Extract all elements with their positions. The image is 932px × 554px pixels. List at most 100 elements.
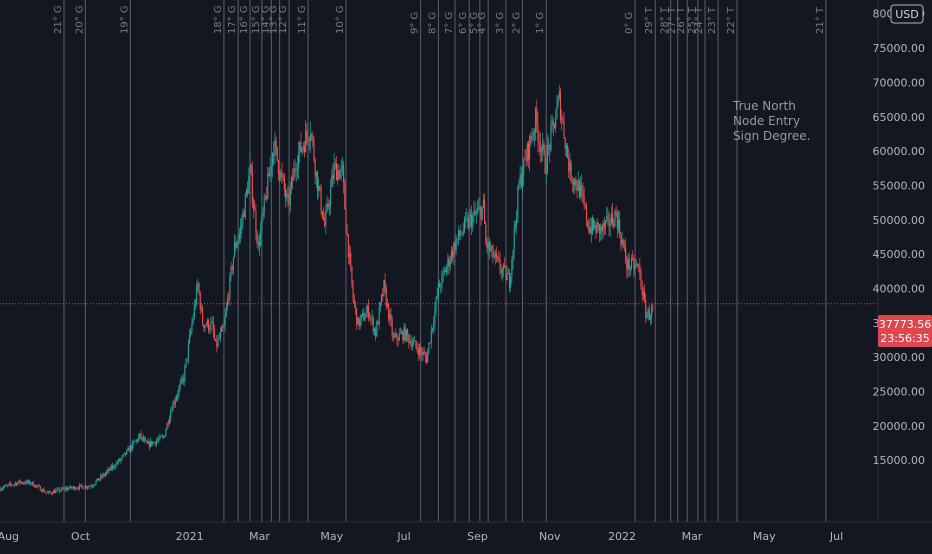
candle-body	[639, 265, 641, 274]
candle	[37, 483, 39, 489]
candle	[125, 452, 127, 457]
candle	[63, 487, 65, 490]
candle-body	[267, 173, 269, 199]
candle	[241, 214, 243, 239]
candle	[135, 438, 137, 444]
candle	[186, 357, 188, 363]
candle	[1, 486, 3, 491]
candle-body	[379, 302, 381, 308]
candle	[609, 217, 611, 237]
candle-body	[572, 182, 575, 185]
candle-body	[526, 143, 528, 162]
candle	[308, 137, 310, 151]
candle-body	[549, 145, 551, 151]
candle	[360, 314, 362, 326]
candle-body	[565, 145, 567, 149]
candle	[193, 299, 195, 320]
candle	[358, 317, 360, 330]
candle	[581, 174, 583, 202]
candle	[556, 95, 558, 120]
candle-body	[141, 437, 143, 439]
candle-body	[630, 257, 633, 268]
candle	[433, 316, 435, 335]
candle	[306, 122, 308, 146]
candle-body	[102, 474, 104, 477]
candle	[303, 140, 306, 158]
candle	[49, 489, 51, 493]
candle-body	[205, 325, 207, 326]
candle	[24, 480, 26, 485]
candle	[468, 210, 470, 232]
candle	[498, 250, 500, 263]
candle-body	[31, 481, 33, 484]
candle	[504, 257, 506, 269]
candle-body	[193, 305, 195, 318]
candle-body	[322, 217, 325, 220]
candle	[14, 481, 16, 487]
candle-body	[517, 187, 519, 219]
candle	[584, 203, 586, 209]
candle-body	[23, 483, 25, 484]
candle	[256, 230, 258, 249]
candle-body	[119, 459, 121, 461]
candle	[32, 480, 34, 487]
candle	[295, 162, 297, 183]
candle-body	[314, 160, 316, 177]
y-tick-label: 50000.00	[873, 214, 926, 227]
candle-body	[431, 327, 434, 330]
currency-button[interactable]: USD	[890, 4, 924, 24]
candle-body	[155, 440, 157, 445]
candle-body	[296, 167, 298, 170]
candle-body	[488, 242, 490, 251]
last-price-tag: 37773.56 23:56:35	[878, 315, 932, 347]
candle	[225, 302, 227, 318]
candle-body	[358, 317, 360, 327]
vertical-marker-label: 16° G	[239, 5, 250, 34]
candle-body	[10, 483, 12, 485]
candle	[338, 163, 340, 181]
candle	[538, 130, 540, 155]
vertical-marker-label: 18° G	[213, 5, 224, 34]
candle-body	[501, 269, 503, 274]
candle-body	[81, 484, 83, 487]
candle-body	[113, 465, 115, 468]
candle	[283, 173, 285, 197]
candle-body	[87, 487, 89, 488]
candle	[546, 133, 548, 175]
candle	[330, 179, 332, 215]
candle	[500, 264, 502, 279]
candle	[375, 325, 377, 341]
candle-body	[493, 257, 495, 258]
candle	[626, 255, 628, 279]
candle-body	[171, 410, 173, 412]
candle-body	[132, 441, 134, 449]
candle-body	[248, 176, 250, 194]
candle	[459, 229, 461, 241]
candle	[576, 179, 578, 199]
candle	[594, 220, 596, 231]
candle-body	[43, 489, 45, 493]
candle-body	[527, 143, 530, 160]
candle	[544, 145, 546, 175]
candle	[68, 486, 70, 492]
candle-body	[613, 223, 615, 227]
candle-body	[504, 265, 506, 267]
candle	[376, 319, 378, 338]
candle	[434, 301, 436, 331]
candle-body	[190, 330, 192, 335]
candle-body	[129, 445, 131, 452]
candle-body	[486, 242, 488, 249]
candle	[414, 335, 416, 342]
candle	[569, 153, 571, 181]
candle-body	[260, 229, 262, 246]
candle-body	[364, 317, 366, 321]
candle	[71, 486, 73, 490]
candle-body	[174, 400, 176, 404]
candle	[53, 488, 56, 494]
candle	[382, 288, 384, 302]
candle-body	[276, 146, 278, 161]
candle-body	[51, 493, 53, 495]
candle	[405, 329, 407, 343]
